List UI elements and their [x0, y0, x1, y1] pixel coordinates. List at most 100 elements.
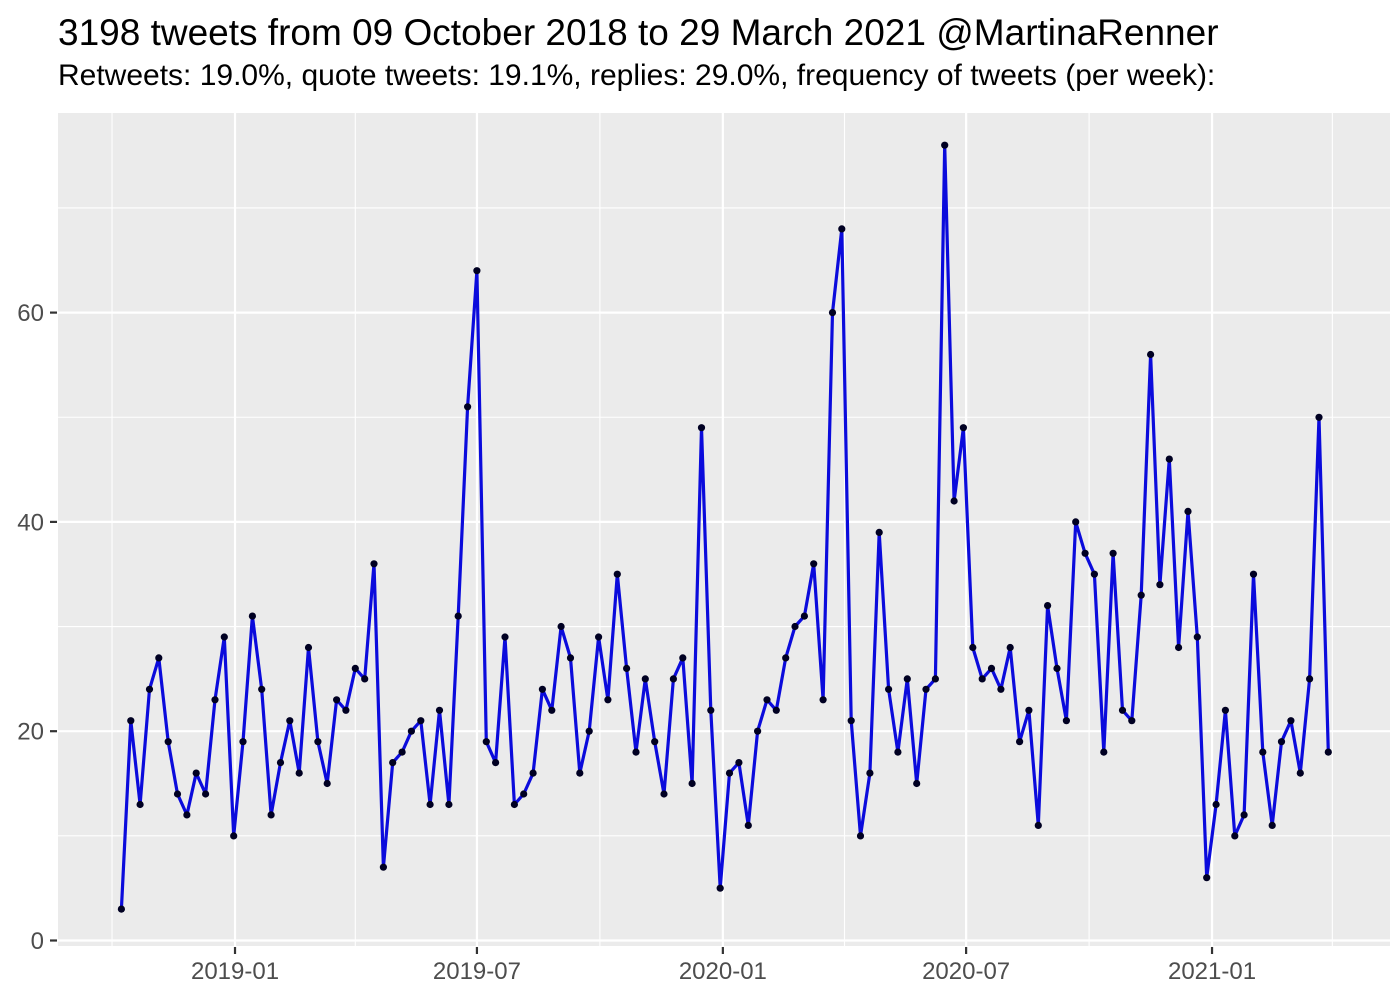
data-point [735, 759, 743, 767]
data-point [613, 570, 621, 578]
data-point [959, 424, 968, 432]
data-point [239, 738, 247, 746]
data-point [847, 717, 855, 725]
data-point [969, 643, 977, 652]
x-axis-label: 2020-01 [679, 958, 767, 985]
data-point [464, 403, 472, 411]
data-point [155, 654, 163, 662]
data-point [1016, 738, 1024, 746]
data-point [1268, 821, 1276, 830]
plot-panel [58, 113, 1390, 946]
data-point [1212, 800, 1220, 809]
data-point [1137, 591, 1145, 599]
data-point [931, 675, 940, 683]
data-point [941, 141, 949, 149]
data-point [782, 654, 790, 662]
page-title: 3198 tweets from 09 October 2018 to 29 M… [58, 12, 1219, 53]
data-point [1221, 706, 1229, 714]
data-point [922, 685, 930, 693]
data-point [520, 790, 528, 798]
data-point [632, 748, 640, 756]
data-point [903, 675, 911, 683]
data-point [1072, 518, 1080, 526]
data-point [1090, 570, 1098, 578]
data-point [1109, 549, 1117, 557]
data-point [913, 779, 921, 788]
data-point [641, 675, 649, 683]
data-point [529, 769, 537, 777]
data-point [763, 696, 771, 704]
data-point [604, 696, 612, 704]
data-point [688, 779, 696, 788]
data-point [754, 727, 762, 735]
y-axis-label: 0 [31, 928, 44, 955]
data-point [548, 706, 556, 714]
data-point [286, 717, 294, 725]
page-subtitle: Retweets: 19.0%, quote tweets: 19.1%, re… [58, 59, 1216, 92]
data-point [679, 654, 687, 662]
data-point [389, 759, 397, 767]
data-point [707, 706, 715, 714]
data-point [211, 696, 219, 704]
data-point [585, 727, 593, 735]
data-point [810, 560, 818, 568]
data-point [136, 800, 144, 809]
data-point [379, 863, 387, 871]
data-point [1053, 664, 1061, 673]
y-axis-label: 40 [17, 509, 44, 536]
data-point [220, 633, 228, 641]
data-point [744, 821, 752, 830]
data-point [856, 832, 865, 840]
data-point [398, 748, 406, 756]
data-point [164, 738, 172, 746]
x-axis-label: 2019-01 [191, 958, 279, 985]
data-point [697, 424, 706, 432]
data-point [426, 800, 434, 809]
data-point [314, 738, 322, 746]
data-point [1034, 821, 1042, 830]
data-point [1231, 832, 1239, 840]
data-point [1156, 581, 1164, 589]
data-point [894, 748, 902, 756]
data-point [230, 832, 238, 840]
data-point [1128, 717, 1136, 725]
data-point [304, 643, 313, 652]
data-point [1175, 643, 1183, 652]
data-point [885, 685, 893, 693]
data-point [407, 727, 415, 735]
data-point [838, 225, 846, 233]
data-point [595, 633, 603, 641]
tweet-frequency-line [119, 143, 1330, 911]
data-point [828, 309, 837, 317]
data-point [417, 717, 425, 725]
data-point [1100, 748, 1108, 756]
data-point [538, 685, 547, 693]
data-point [1259, 748, 1267, 756]
data-point [248, 612, 256, 620]
data-point [351, 664, 359, 673]
data-point [342, 706, 350, 714]
data-point [660, 790, 668, 798]
data-point [1081, 549, 1089, 557]
data-point [323, 779, 331, 788]
data-point [276, 759, 285, 767]
data-point [510, 800, 518, 809]
data-point [978, 675, 986, 683]
data-point [866, 769, 874, 777]
x-axis-label: 2021-01 [1168, 958, 1256, 985]
data-point [1240, 811, 1248, 819]
x-axis-label: 2019-07 [433, 958, 521, 985]
y-axis-label: 20 [17, 719, 44, 746]
data-point [202, 790, 210, 798]
data-point [1287, 717, 1295, 725]
data-point [716, 884, 724, 892]
data-point [1324, 748, 1332, 756]
data-point [819, 696, 827, 704]
data-point [1184, 507, 1192, 515]
data-point [482, 738, 490, 746]
data-point [1025, 706, 1033, 714]
data-point [1306, 675, 1314, 683]
data-point [333, 696, 341, 704]
data-point [267, 811, 275, 819]
data-point [473, 267, 481, 275]
